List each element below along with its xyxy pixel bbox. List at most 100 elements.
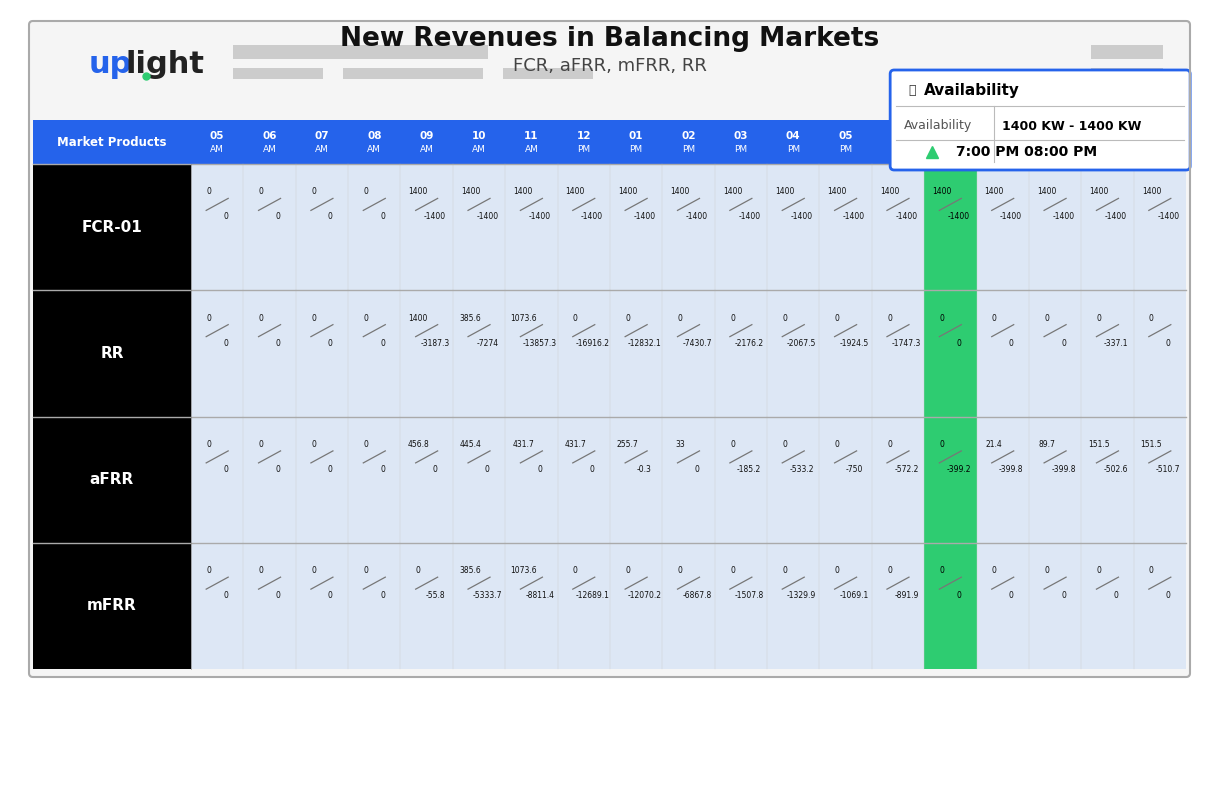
Text: 0: 0 — [258, 314, 263, 323]
Bar — [924, 120, 976, 164]
Text: PM: PM — [891, 145, 904, 153]
Text: 0: 0 — [678, 314, 683, 323]
Text: FCR, aFRR, mFRR, RR: FCR, aFRR, mFRR, RR — [512, 57, 707, 75]
Text: -2176.2: -2176.2 — [735, 339, 764, 348]
Text: 06: 06 — [262, 131, 277, 141]
Text: 0: 0 — [363, 440, 368, 449]
Text: 1400: 1400 — [618, 187, 638, 196]
Text: aFRR: aFRR — [90, 472, 134, 487]
Bar — [191, 290, 1186, 417]
Text: 1400: 1400 — [513, 187, 533, 196]
Text: 0: 0 — [538, 465, 542, 474]
Text: 0: 0 — [1113, 591, 1118, 600]
Text: 0: 0 — [206, 566, 211, 575]
Text: 11: 11 — [524, 131, 539, 141]
Bar — [33, 120, 1186, 164]
Bar — [1091, 44, 1163, 59]
Text: 0: 0 — [783, 440, 787, 449]
Text: AM: AM — [315, 145, 329, 153]
Text: -0.3: -0.3 — [638, 465, 652, 474]
Text: ⌕: ⌕ — [908, 85, 915, 97]
Text: 1400: 1400 — [566, 187, 585, 196]
Text: -510.7: -510.7 — [1156, 465, 1180, 474]
Text: 0: 0 — [223, 591, 228, 600]
Text: 0: 0 — [223, 339, 228, 348]
Text: 0: 0 — [311, 314, 316, 323]
Text: 0: 0 — [835, 314, 840, 323]
Text: -2067.5: -2067.5 — [787, 339, 817, 348]
Text: 0: 0 — [678, 566, 683, 575]
Text: 0: 0 — [940, 566, 945, 575]
Text: -533.2: -533.2 — [790, 465, 814, 474]
Text: 1400: 1400 — [670, 187, 690, 196]
Text: -572.2: -572.2 — [895, 465, 919, 474]
Text: 89.7: 89.7 — [1039, 440, 1056, 449]
Text: 0: 0 — [1061, 339, 1065, 348]
Text: up: up — [89, 50, 133, 79]
Text: Availability: Availability — [904, 119, 973, 133]
Text: 0: 0 — [328, 339, 333, 348]
Text: 0: 0 — [730, 314, 735, 323]
Text: -12832.1: -12832.1 — [628, 339, 662, 348]
Text: -502.6: -502.6 — [1103, 465, 1128, 474]
Text: 0: 0 — [328, 591, 333, 600]
Text: 0: 0 — [380, 591, 385, 600]
Text: 04: 04 — [786, 131, 801, 141]
Text: 0: 0 — [1097, 566, 1102, 575]
Text: 0: 0 — [783, 314, 787, 323]
Text: -399.8: -399.8 — [1051, 465, 1075, 474]
Text: 08: 08 — [996, 131, 1011, 141]
Text: -1400: -1400 — [634, 213, 656, 221]
Text: 7:00 PM 08:00 PM: 7:00 PM 08:00 PM — [956, 145, 1097, 159]
Text: 0: 0 — [275, 339, 280, 348]
Text: -1400: -1400 — [1104, 213, 1126, 221]
Text: -1400: -1400 — [739, 213, 761, 221]
Text: 1073.6: 1073.6 — [510, 314, 536, 323]
Text: 0: 0 — [380, 465, 385, 474]
Text: 1400: 1400 — [408, 187, 428, 196]
Text: 0: 0 — [992, 566, 997, 575]
Text: 0: 0 — [275, 465, 280, 474]
Bar — [1091, 67, 1163, 78]
Text: -1507.8: -1507.8 — [735, 591, 764, 600]
Text: Market Products: Market Products — [57, 135, 167, 149]
Text: 0: 0 — [590, 465, 595, 474]
Text: -5333.7: -5333.7 — [473, 591, 502, 600]
Text: 0: 0 — [695, 465, 700, 474]
Text: -8811.4: -8811.4 — [525, 591, 555, 600]
Text: PM: PM — [681, 145, 695, 153]
Text: -337.1: -337.1 — [1103, 339, 1128, 348]
Text: 0: 0 — [940, 440, 945, 449]
Text: PM: PM — [1101, 145, 1114, 153]
Text: 0: 0 — [275, 591, 280, 600]
Text: 445.4: 445.4 — [460, 440, 482, 449]
Text: mFRR: mFRR — [87, 598, 137, 613]
Bar — [191, 164, 1186, 290]
Text: 1400: 1400 — [1037, 187, 1057, 196]
Text: 0: 0 — [311, 187, 316, 196]
Text: 0: 0 — [730, 440, 735, 449]
Text: -1400: -1400 — [477, 213, 499, 221]
Text: 0: 0 — [380, 213, 385, 221]
Text: light: light — [126, 50, 204, 79]
Text: AM: AM — [367, 145, 382, 153]
Text: New Revenues in Balancing Markets: New Revenues in Balancing Markets — [340, 26, 879, 52]
Text: 0: 0 — [433, 465, 438, 474]
Text: -1747.3: -1747.3 — [891, 339, 922, 348]
Text: 1400: 1400 — [408, 314, 428, 323]
Text: 0: 0 — [887, 440, 892, 449]
Text: 385.6: 385.6 — [460, 314, 482, 323]
Text: 151.5: 151.5 — [1141, 440, 1162, 449]
Text: 1400: 1400 — [933, 187, 952, 196]
Text: 0: 0 — [887, 314, 892, 323]
Text: -1400: -1400 — [1000, 213, 1023, 221]
Text: PM: PM — [996, 145, 1009, 153]
Bar — [924, 290, 976, 417]
Text: 0: 0 — [363, 187, 368, 196]
Bar — [33, 543, 191, 669]
Text: 0: 0 — [940, 314, 945, 323]
Text: -399.2: -399.2 — [946, 465, 972, 474]
Text: -12689.1: -12689.1 — [575, 591, 610, 600]
Text: PM: PM — [734, 145, 747, 153]
Text: 255.7: 255.7 — [617, 440, 639, 449]
